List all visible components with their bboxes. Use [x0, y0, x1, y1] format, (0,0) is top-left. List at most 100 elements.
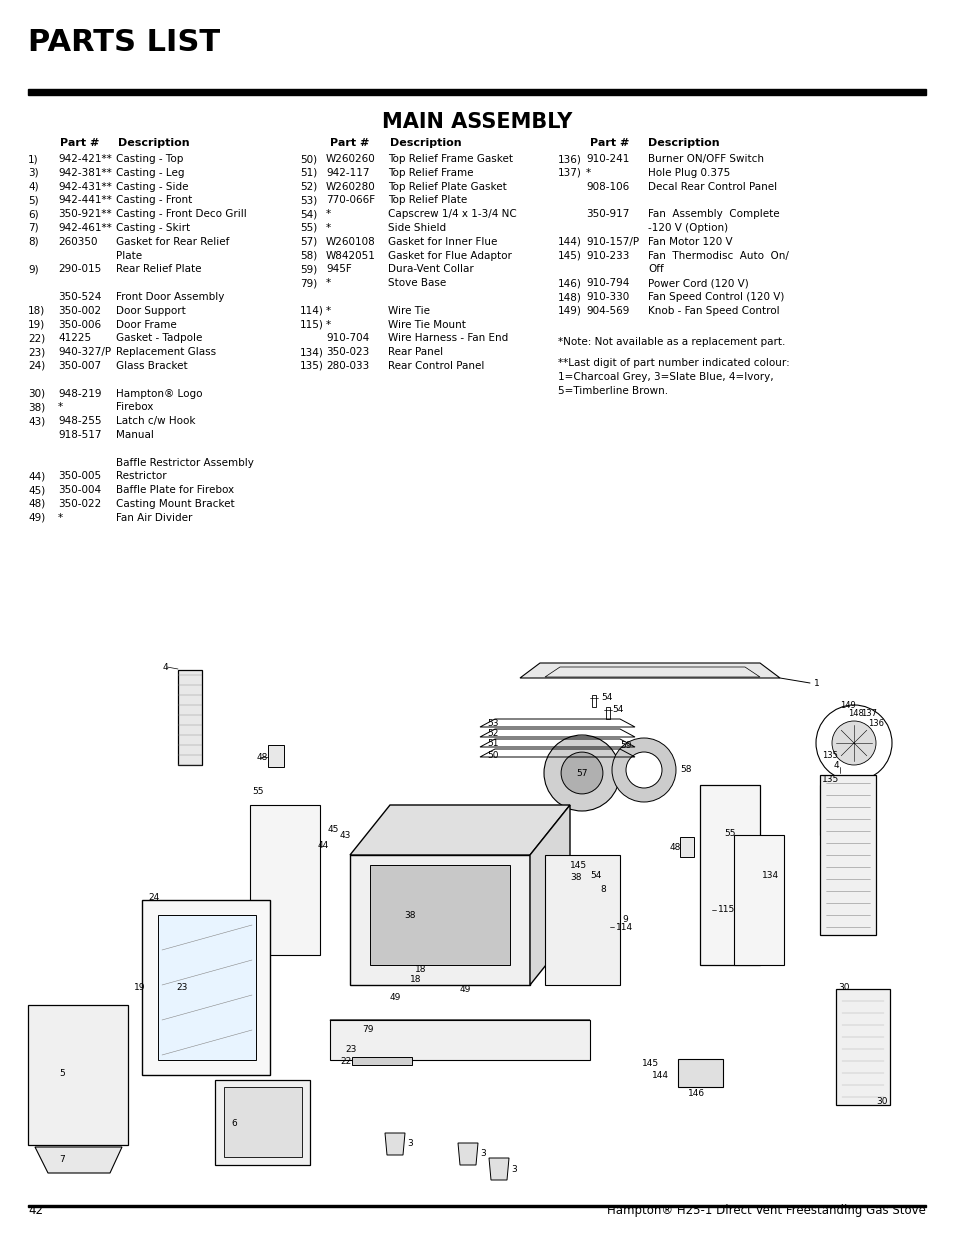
Text: Fan Air Divider: Fan Air Divider: [116, 513, 193, 522]
Text: 4): 4): [28, 182, 38, 191]
Text: 18: 18: [410, 976, 421, 984]
Text: *: *: [326, 306, 331, 316]
Polygon shape: [250, 805, 319, 955]
Polygon shape: [224, 1087, 302, 1157]
Text: 910-233: 910-233: [585, 251, 629, 261]
Text: 50: 50: [486, 751, 498, 760]
Text: 114): 114): [299, 306, 323, 316]
Text: *Note: Not available as a replacement part.: *Note: Not available as a replacement pa…: [558, 337, 784, 347]
Text: Dura-Vent Collar: Dura-Vent Collar: [388, 264, 474, 274]
Text: 114: 114: [616, 923, 633, 931]
Text: Hampton® Logo: Hampton® Logo: [116, 389, 202, 399]
Text: 54: 54: [589, 871, 600, 879]
Text: 41225: 41225: [58, 333, 91, 343]
Polygon shape: [35, 1147, 122, 1173]
Text: 54: 54: [600, 694, 612, 703]
Text: 3: 3: [407, 1140, 413, 1149]
Text: 43: 43: [339, 830, 351, 840]
Text: 54: 54: [612, 705, 622, 715]
Text: 43): 43): [28, 416, 45, 426]
Text: 145): 145): [558, 251, 581, 261]
Text: Top Relief Plate Gasket: Top Relief Plate Gasket: [388, 182, 506, 191]
Polygon shape: [214, 1079, 310, 1165]
Text: 904-569: 904-569: [585, 306, 629, 316]
Text: Description: Description: [118, 138, 190, 148]
Text: 42: 42: [28, 1204, 43, 1216]
Text: 49): 49): [28, 513, 45, 522]
Text: 53: 53: [486, 719, 498, 727]
Text: 136): 136): [558, 154, 581, 164]
Text: Fan Speed Control (120 V): Fan Speed Control (120 V): [647, 291, 783, 303]
Text: Casting - Leg: Casting - Leg: [116, 168, 184, 178]
Text: 146): 146): [558, 278, 581, 288]
Text: Rear Relief Plate: Rear Relief Plate: [116, 264, 201, 274]
Text: Description: Description: [390, 138, 461, 148]
Text: 144: 144: [651, 1071, 668, 1079]
Text: Top Relief Plate: Top Relief Plate: [388, 195, 467, 205]
Text: Door Frame: Door Frame: [116, 320, 176, 330]
Text: 350-006: 350-006: [58, 320, 101, 330]
Circle shape: [831, 721, 875, 764]
Text: Gasket - Tadpole: Gasket - Tadpole: [116, 333, 202, 343]
Text: 350-022: 350-022: [58, 499, 101, 509]
Text: 6: 6: [231, 1119, 236, 1128]
Circle shape: [815, 705, 891, 781]
Polygon shape: [385, 1132, 405, 1155]
Text: Part #: Part #: [60, 138, 99, 148]
Polygon shape: [330, 1020, 589, 1060]
Polygon shape: [530, 805, 569, 986]
Text: 350-007: 350-007: [58, 361, 101, 370]
Text: 136: 136: [867, 719, 883, 727]
Text: Manual: Manual: [116, 430, 153, 440]
Text: 8: 8: [599, 885, 605, 894]
Text: 145: 145: [641, 1058, 659, 1067]
Text: 148: 148: [847, 709, 863, 719]
Text: 260350: 260350: [58, 237, 97, 247]
Text: W260260: W260260: [326, 154, 375, 164]
Text: Casting - Skirt: Casting - Skirt: [116, 224, 190, 233]
Text: Casting - Front Deco Grill: Casting - Front Deco Grill: [116, 209, 247, 219]
Text: Wire Harness - Fan End: Wire Harness - Fan End: [388, 333, 508, 343]
Text: 22: 22: [339, 1056, 351, 1066]
Text: Rear Control Panel: Rear Control Panel: [388, 361, 484, 370]
Text: Front Door Assembly: Front Door Assembly: [116, 291, 224, 303]
Text: Fan Motor 120 V: Fan Motor 120 V: [647, 237, 732, 247]
Text: 135): 135): [299, 361, 323, 370]
Text: Replacement Glass: Replacement Glass: [116, 347, 216, 357]
Text: 19): 19): [28, 320, 45, 330]
Text: 44): 44): [28, 472, 45, 482]
Text: 30): 30): [28, 389, 45, 399]
Text: 134): 134): [299, 347, 323, 357]
Polygon shape: [370, 864, 510, 965]
Text: 48: 48: [256, 752, 268, 762]
Text: Rear Panel: Rear Panel: [388, 347, 442, 357]
Polygon shape: [330, 1020, 589, 1040]
Bar: [28, 89, 925, 95]
Polygon shape: [519, 663, 780, 678]
Text: Door Support: Door Support: [116, 306, 186, 316]
Text: 1: 1: [813, 678, 819, 688]
Text: 7: 7: [59, 1156, 65, 1165]
Text: MAIN ASSEMBLY: MAIN ASSEMBLY: [381, 112, 572, 132]
Polygon shape: [820, 785, 869, 835]
Text: *: *: [58, 403, 63, 412]
Text: 948-219: 948-219: [58, 389, 101, 399]
Text: Wire Tie Mount: Wire Tie Mount: [388, 320, 465, 330]
Text: 1=Charcoal Grey, 3=Slate Blue, 4=Ivory,: 1=Charcoal Grey, 3=Slate Blue, 4=Ivory,: [558, 372, 773, 382]
Text: 52): 52): [299, 182, 317, 191]
Circle shape: [625, 752, 661, 788]
Text: *: *: [585, 168, 591, 178]
Text: 144): 144): [558, 237, 581, 247]
Text: 5): 5): [28, 195, 38, 205]
Text: 350-921**: 350-921**: [58, 209, 112, 219]
Text: 290-015: 290-015: [58, 264, 101, 274]
Text: 350-005: 350-005: [58, 472, 101, 482]
Text: 942-421**: 942-421**: [58, 154, 112, 164]
Text: *: *: [326, 278, 331, 288]
Polygon shape: [835, 989, 889, 1105]
Text: 18): 18): [28, 306, 45, 316]
Text: 910-330: 910-330: [585, 291, 629, 303]
Text: 79): 79): [299, 278, 317, 288]
Text: Knob - Fan Speed Control: Knob - Fan Speed Control: [647, 306, 779, 316]
Text: Part #: Part #: [589, 138, 629, 148]
